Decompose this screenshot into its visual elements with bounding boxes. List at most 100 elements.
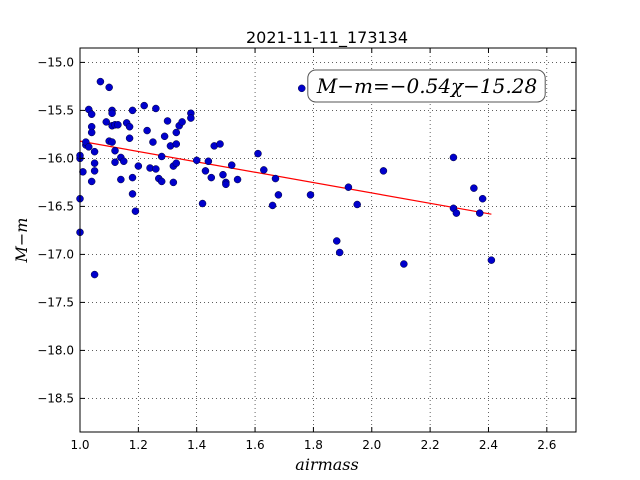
data-point	[79, 168, 87, 176]
x-tick-label: 1.8	[304, 438, 323, 452]
data-point	[187, 114, 195, 122]
data-points	[76, 77, 496, 279]
data-point	[297, 84, 306, 93]
y-tick-label: −16.0	[37, 151, 74, 165]
data-point	[353, 200, 361, 209]
data-point	[134, 162, 143, 170]
data-point	[449, 153, 458, 162]
data-point	[169, 178, 178, 187]
data-point	[222, 180, 230, 189]
data-point	[274, 191, 283, 199]
data-point	[335, 248, 344, 257]
data-point	[172, 128, 181, 137]
data-point	[157, 177, 166, 186]
y-tick-label: −17.5	[37, 295, 74, 309]
data-point	[87, 177, 96, 186]
data-point	[143, 126, 151, 135]
data-point	[87, 110, 96, 118]
chart-title: 2021-11-11_173134	[246, 28, 408, 48]
x-tick-label: 2.0	[362, 438, 381, 452]
y-tick-label: −15.5	[37, 103, 74, 117]
data-point	[478, 194, 487, 203]
data-point	[117, 175, 125, 184]
data-point	[140, 101, 148, 110]
x-tick-label: 1.4	[187, 438, 206, 452]
data-point	[90, 147, 99, 156]
data-point	[163, 117, 172, 125]
data-point	[96, 77, 105, 86]
data-point	[207, 173, 216, 182]
fit-line-group	[79, 140, 492, 215]
data-point	[333, 237, 341, 245]
data-point	[379, 167, 388, 175]
data-point	[178, 118, 186, 126]
fit-line	[79, 140, 492, 215]
data-point	[120, 157, 128, 166]
data-point	[131, 207, 140, 215]
data-point	[152, 165, 160, 173]
x-tick-label: 1.0	[70, 438, 89, 452]
annotation-box	[307, 69, 546, 103]
equation-annotation: M−m=−0.54χ−15.28	[307, 69, 546, 103]
data-point	[400, 260, 408, 268]
data-point	[160, 132, 169, 141]
data-point	[87, 128, 96, 137]
data-point	[204, 157, 213, 166]
y-tick-label: −16.5	[37, 199, 74, 213]
data-point	[111, 146, 119, 155]
data-point	[172, 140, 181, 148]
data-point	[219, 170, 227, 179]
data-point	[172, 159, 181, 167]
grid-lines	[79, 48, 576, 432]
data-point	[268, 201, 277, 210]
data-point	[114, 121, 122, 129]
data-point	[108, 109, 116, 118]
data-point	[470, 184, 478, 192]
data-point	[128, 190, 137, 198]
data-point	[125, 134, 134, 142]
data-point	[128, 173, 137, 182]
data-point	[306, 191, 315, 199]
data-point	[475, 209, 484, 217]
y-axis-label: M−m	[12, 218, 31, 264]
data-point	[344, 183, 353, 191]
y-tick-label: −18.0	[37, 343, 74, 357]
data-point	[152, 104, 160, 113]
y-tick-label: −15.0	[37, 55, 74, 69]
data-point	[198, 199, 207, 208]
x-tick-label: 1.6	[246, 438, 265, 452]
data-point	[90, 159, 99, 167]
data-point	[105, 83, 113, 92]
y-tick-label: −18.5	[37, 391, 74, 405]
x-tick-label: 1.2	[129, 438, 148, 452]
data-point	[227, 161, 236, 169]
data-point	[216, 140, 224, 148]
data-point	[452, 209, 461, 217]
annotation-text: M−m=−0.54χ−15.28	[316, 74, 537, 98]
data-point	[108, 138, 116, 146]
data-point	[125, 122, 134, 131]
data-point	[128, 106, 137, 115]
data-point	[271, 174, 280, 183]
data-point	[102, 118, 111, 126]
plot-border	[79, 47, 577, 433]
x-tick-label: 2.2	[421, 438, 440, 452]
x-tick-label: 2.6	[537, 438, 556, 452]
data-point	[149, 138, 157, 146]
plot-area	[80, 48, 576, 432]
data-point	[487, 256, 496, 264]
data-point	[254, 149, 262, 158]
data-point	[192, 156, 201, 165]
data-point	[90, 270, 99, 279]
data-point	[90, 167, 99, 175]
data-point	[260, 166, 268, 174]
data-point	[111, 158, 119, 166]
y-tick-label: −17.0	[37, 247, 74, 261]
data-point	[201, 167, 210, 175]
data-point	[85, 143, 93, 151]
axis-ticks: 1.0 1.2 1.4 1.6 1.8 2.0 2.2 2.4 2.6 −15.0 −15.5 −16…	[37, 48, 576, 452]
x-axis-label: airmass	[295, 455, 358, 474]
data-point	[157, 152, 166, 161]
x-tick-label: 2.4	[479, 438, 498, 452]
